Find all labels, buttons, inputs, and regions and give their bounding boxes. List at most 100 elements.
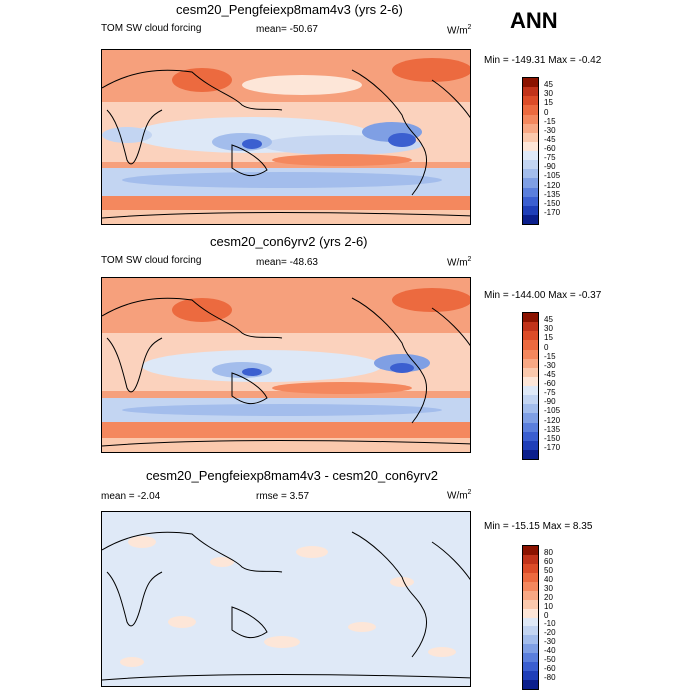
colorbar-swatch bbox=[523, 160, 538, 170]
colorbar-swatch bbox=[523, 395, 538, 405]
colorbar-tick-label: -30 bbox=[544, 360, 556, 370]
colorbar-swatch bbox=[523, 196, 538, 206]
colorbar-swatch bbox=[523, 141, 538, 151]
colorbar-tick-label: -170 bbox=[544, 207, 561, 217]
panel-1-map bbox=[101, 49, 471, 225]
colorbar-tick-label: -45 bbox=[544, 134, 556, 144]
colorbar-swatch bbox=[523, 151, 538, 161]
colorbar-tick-label: -30 bbox=[544, 637, 556, 647]
colorbar-tick-label: 30 bbox=[544, 583, 553, 593]
colorbar-swatch bbox=[523, 178, 538, 188]
panel-2-colorbar bbox=[522, 312, 539, 460]
panel-2-variable: TOM SW cloud forcing bbox=[101, 255, 202, 266]
colorbar-tick-label: -135 bbox=[544, 424, 561, 434]
colorbar-swatch bbox=[523, 671, 538, 681]
colorbar-swatch bbox=[523, 87, 538, 97]
colorbar-swatch bbox=[523, 653, 538, 663]
colorbar-swatch bbox=[523, 608, 538, 618]
colorbar-swatch bbox=[523, 132, 538, 142]
colorbar-tick-label: -150 bbox=[544, 433, 561, 443]
colorbar-tick-label: 20 bbox=[544, 592, 553, 602]
colorbar-tick-label: -50 bbox=[544, 655, 556, 665]
colorbar-swatch bbox=[523, 78, 538, 88]
colorbar-swatch bbox=[523, 404, 538, 414]
colorbar-swatch bbox=[523, 440, 538, 450]
colorbar-swatch bbox=[523, 340, 538, 350]
colorbar-tick-label: 45 bbox=[544, 315, 553, 325]
colorbar-tick-label: -90 bbox=[544, 162, 556, 172]
panel-3-minmax: Min = -15.15 Max = 8.35 bbox=[484, 521, 593, 532]
panel-1-colorbar bbox=[522, 77, 539, 225]
colorbar-swatch bbox=[523, 617, 538, 627]
panel-2-map-field bbox=[102, 278, 470, 452]
colorbar-swatch bbox=[523, 449, 538, 459]
colorbar-swatch bbox=[523, 358, 538, 368]
colorbar-tick-label: -20 bbox=[544, 628, 556, 638]
colorbar-swatch bbox=[523, 214, 538, 224]
colorbar-tick-label: 30 bbox=[544, 89, 553, 99]
colorbar-swatch bbox=[523, 96, 538, 106]
colorbar-tick-label: 50 bbox=[544, 565, 553, 575]
panel-3-mean: mean = -2.04 bbox=[101, 491, 161, 502]
panel-3-map-field bbox=[102, 512, 470, 686]
colorbar-tick-label: -80 bbox=[544, 673, 556, 683]
colorbar-tick-label: -60 bbox=[544, 144, 556, 153]
colorbar-swatch bbox=[523, 563, 538, 573]
colorbar-swatch bbox=[523, 331, 538, 341]
colorbar-tick-label: -170 bbox=[544, 442, 561, 452]
colorbar-swatch bbox=[523, 431, 538, 441]
colorbar-tick-label: 45 bbox=[544, 80, 553, 90]
colorbar-swatch bbox=[523, 313, 538, 323]
colorbar-swatch bbox=[523, 635, 538, 645]
panel-2-map bbox=[101, 277, 471, 453]
colorbar-tick-label: -105 bbox=[544, 406, 561, 416]
panel-3-units: W/m2 bbox=[447, 489, 472, 502]
colorbar-tick-label: -135 bbox=[544, 189, 561, 199]
panel-3-map bbox=[101, 511, 471, 687]
colorbar-tick-label: -120 bbox=[544, 415, 561, 425]
colorbar-tick-label: 15 bbox=[544, 333, 553, 343]
colorbar-tick-label: -60 bbox=[544, 664, 556, 674]
colorbar-tick-label: -90 bbox=[544, 397, 556, 407]
colorbar-tick-label: 60 bbox=[544, 556, 553, 566]
colorbar-swatch bbox=[523, 105, 538, 115]
colorbar-swatch bbox=[523, 413, 538, 423]
colorbar-tick-label: -15 bbox=[544, 351, 556, 361]
colorbar-swatch bbox=[523, 581, 538, 591]
panel-3-colorbar bbox=[522, 545, 539, 690]
colorbar-tick-label: 30 bbox=[544, 324, 553, 334]
colorbar-swatch bbox=[523, 205, 538, 215]
panel-1-title: cesm20_Pengfeiexp8mam4v3 (yrs 2-6) bbox=[176, 2, 403, 17]
colorbar-swatch bbox=[523, 644, 538, 654]
colorbar-swatch bbox=[523, 376, 538, 386]
panel-2-mean: mean= -48.63 bbox=[256, 257, 318, 268]
colorbar-swatch bbox=[523, 422, 538, 432]
colorbar-tick-label: -15 bbox=[544, 116, 556, 126]
colorbar-tick-label: 0 bbox=[544, 342, 549, 352]
colorbar-swatch bbox=[523, 114, 538, 124]
panel-2-title: cesm20_con6yrv2 (yrs 2-6) bbox=[210, 234, 368, 249]
colorbar-swatch bbox=[523, 367, 538, 377]
colorbar-tick-label: 40 bbox=[544, 574, 553, 584]
colorbar-tick-label: -45 bbox=[544, 369, 556, 379]
panel-1-mean: mean= -50.67 bbox=[256, 24, 318, 35]
panel-1-variable: TOM SW cloud forcing bbox=[101, 23, 202, 34]
colorbar-tick-label: -120 bbox=[544, 180, 561, 190]
season-label: ANN bbox=[510, 8, 558, 33]
panel-2-units: W/m2 bbox=[447, 256, 472, 269]
colorbar-swatch bbox=[523, 169, 538, 179]
panel-1-minmax: Min = -149.31 Max = -0.42 bbox=[484, 55, 602, 66]
colorbar-swatch bbox=[523, 322, 538, 332]
colorbar-swatch bbox=[523, 599, 538, 609]
colorbar-tick-label: 0 bbox=[544, 610, 549, 620]
colorbar-swatch bbox=[523, 554, 538, 564]
colorbar-tick-label: -75 bbox=[544, 153, 556, 163]
panel-3-rmse: rmse = 3.57 bbox=[256, 491, 310, 502]
colorbar-tick-label: 10 bbox=[544, 601, 553, 611]
colorbar-tick-label: 0 bbox=[544, 107, 549, 117]
colorbar-swatch bbox=[523, 626, 538, 636]
colorbar-swatch bbox=[523, 349, 538, 359]
colorbar-tick-label: -60 bbox=[544, 379, 556, 388]
colorbar-tick-label: -40 bbox=[544, 646, 556, 656]
colorbar-swatch bbox=[523, 662, 538, 672]
